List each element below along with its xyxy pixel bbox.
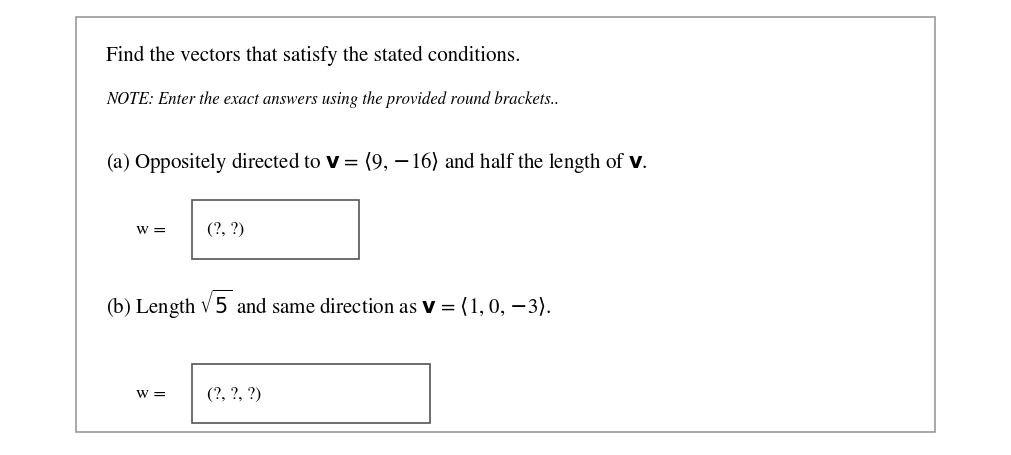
FancyBboxPatch shape — [76, 18, 935, 432]
Text: w =: w = — [136, 385, 167, 402]
FancyBboxPatch shape — [192, 364, 430, 423]
Text: (?, ?): (?, ?) — [207, 222, 245, 238]
Text: (b) Length $\sqrt{5}$ and same direction as $\mathbf{v}$ = $\langle$1, 0, $-$3$\: (b) Length $\sqrt{5}$ and same direction… — [106, 287, 552, 320]
Text: Find the vectors that satisfy the stated conditions.: Find the vectors that satisfy the stated… — [106, 46, 521, 66]
Text: (?, ?, ?): (?, ?, ?) — [207, 385, 262, 402]
Text: (a) Oppositely directed to $\mathbf{v}$ = $\langle$9, $-$16$\rangle$ and half th: (a) Oppositely directed to $\mathbf{v}$ … — [106, 150, 648, 175]
Text: NOTE: Enter the exact answers using the provided round brackets..: NOTE: Enter the exact answers using the … — [106, 91, 559, 108]
FancyBboxPatch shape — [192, 200, 359, 259]
Text: w =: w = — [136, 222, 167, 238]
